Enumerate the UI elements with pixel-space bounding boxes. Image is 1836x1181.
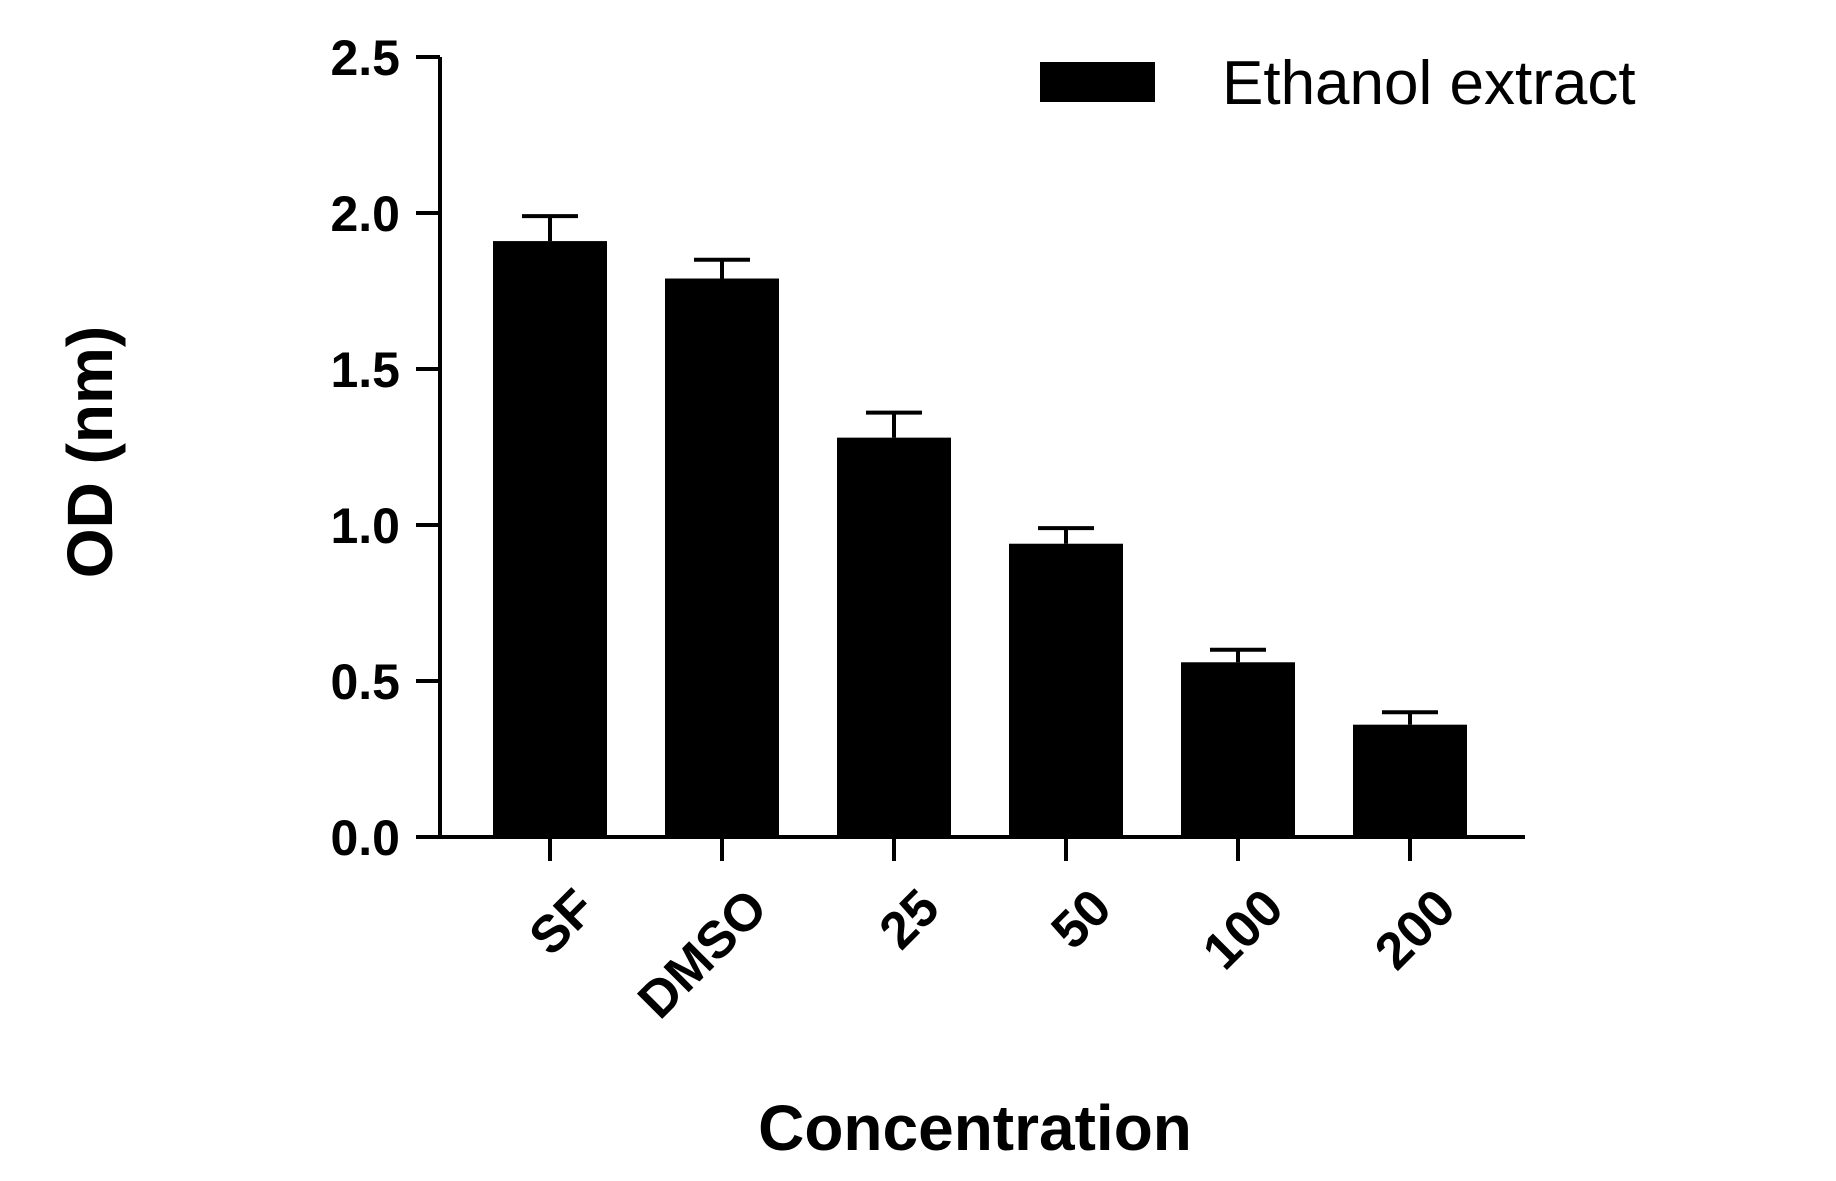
plot-area xyxy=(493,214,1467,837)
y-tick-label: 0.0 xyxy=(330,810,400,866)
y-tick-label: 2.0 xyxy=(330,186,400,242)
x-tick-label: 100 xyxy=(1192,878,1294,980)
legend-swatch xyxy=(1040,62,1155,102)
y-tick-label: 2.5 xyxy=(330,30,400,86)
x-axis: SF DMSO 25 50 100 200 xyxy=(416,835,1525,1030)
bar xyxy=(1181,662,1295,837)
x-tick-label: SF xyxy=(519,878,607,966)
x-tick-label: 200 xyxy=(1364,878,1466,980)
bar xyxy=(837,437,951,837)
x-tick-label: 25 xyxy=(869,878,951,960)
bar xyxy=(1353,724,1467,837)
y-tick-label: 1.5 xyxy=(330,342,400,398)
bar xyxy=(1009,543,1123,837)
x-tick-label: DMSO xyxy=(627,878,778,1029)
bar xyxy=(493,241,607,837)
y-axis: 0.0 0.5 1.0 1.5 2.0 2.5 xyxy=(330,30,442,866)
legend: Ethanol extract xyxy=(1040,49,1636,118)
x-tick-label: 50 xyxy=(1041,878,1123,960)
y-axis-title: OD (nm) xyxy=(54,326,126,578)
y-tick-label: 0.5 xyxy=(330,654,400,710)
bar xyxy=(665,278,779,837)
y-tick-label: 1.0 xyxy=(330,498,400,554)
x-axis-title: Concentration xyxy=(758,1092,1192,1164)
legend-label: Ethanol extract xyxy=(1222,49,1636,118)
